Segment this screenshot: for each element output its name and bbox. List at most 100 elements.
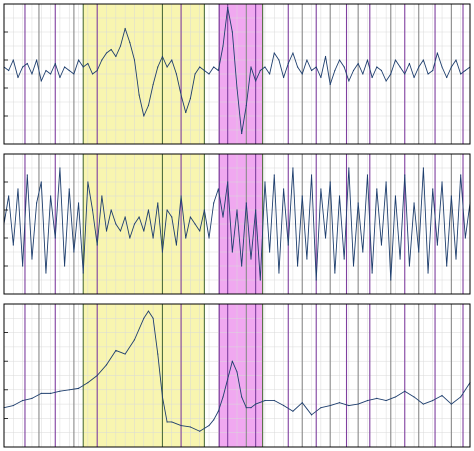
data-point — [236, 209, 238, 211]
data-point — [348, 404, 350, 407]
data-point — [208, 73, 210, 75]
data-point — [306, 59, 308, 61]
data-point — [250, 258, 252, 260]
data-point — [119, 45, 122, 47]
data-point — [287, 62, 289, 65]
data-point — [255, 403, 257, 405]
data-point — [357, 202, 359, 204]
data-point — [404, 73, 406, 75]
data-point — [315, 66, 317, 68]
data-point — [259, 69, 261, 72]
data-point — [12, 59, 14, 61]
data-point — [273, 399, 275, 402]
data-point — [143, 115, 145, 117]
data-point — [362, 251, 364, 253]
data-point — [59, 167, 61, 169]
data-point — [413, 396, 415, 398]
data-point — [152, 237, 154, 239]
data-point — [143, 230, 145, 232]
data-point — [320, 407, 322, 409]
data-point — [310, 174, 313, 176]
data-point — [241, 265, 243, 267]
data-point — [399, 258, 401, 260]
data-point — [357, 62, 359, 65]
data-point — [138, 216, 140, 218]
data-point — [22, 66, 24, 68]
data-point — [171, 421, 173, 423]
data-point — [138, 94, 140, 96]
data-point — [91, 73, 94, 75]
data-point — [404, 390, 406, 392]
data-point — [362, 73, 364, 75]
data-point — [217, 69, 219, 72]
data-point — [40, 392, 42, 394]
data-point — [73, 73, 75, 75]
data-point — [376, 66, 378, 68]
data-point — [171, 59, 173, 61]
data-point — [371, 76, 373, 79]
data-point — [12, 404, 14, 407]
data-point — [96, 244, 98, 246]
data-point — [77, 202, 80, 204]
data-point — [124, 27, 126, 30]
data-point — [185, 111, 187, 114]
data-point — [385, 399, 387, 402]
data-point — [87, 62, 89, 65]
data-point — [50, 73, 52, 75]
data-point — [129, 237, 131, 239]
data-point — [40, 80, 42, 82]
data-point — [418, 66, 420, 68]
data-point — [422, 59, 424, 61]
data-point — [73, 251, 75, 253]
data-point — [96, 69, 98, 72]
data-point — [324, 55, 327, 58]
data-point — [273, 52, 275, 54]
data-point — [338, 402, 341, 404]
data-point — [432, 399, 434, 402]
data-point — [175, 73, 178, 75]
data-point — [91, 209, 94, 211]
data-point — [408, 62, 411, 65]
data-point — [292, 410, 294, 412]
data-point — [59, 390, 61, 392]
data-point — [366, 399, 369, 402]
data-point — [213, 202, 215, 204]
data-point — [241, 396, 243, 398]
data-point — [390, 73, 392, 75]
data-point — [143, 317, 145, 319]
data-point — [301, 195, 303, 197]
data-point — [413, 202, 415, 204]
data-point — [310, 414, 313, 416]
data-point — [77, 387, 80, 389]
data-point — [352, 265, 355, 267]
data-point — [464, 237, 466, 239]
data-point — [157, 66, 159, 68]
data-point — [348, 80, 350, 82]
data-point — [22, 265, 24, 267]
data-point — [250, 66, 252, 68]
data-point — [199, 66, 201, 68]
data-point — [329, 404, 331, 407]
data-point — [269, 73, 271, 75]
data-point — [152, 317, 154, 319]
data-point — [227, 181, 229, 183]
data-point — [241, 132, 243, 135]
data-point — [366, 174, 369, 176]
data-point — [203, 69, 205, 72]
data-point — [105, 230, 108, 232]
data-point — [432, 69, 434, 72]
data-point — [166, 421, 168, 423]
chart-panel-3 — [3, 303, 471, 448]
data-point — [101, 59, 103, 61]
data-point — [455, 258, 457, 260]
data-point — [446, 265, 448, 267]
data-point — [464, 69, 466, 72]
data-point — [152, 83, 154, 86]
data-point — [222, 216, 224, 218]
data-point — [129, 41, 131, 44]
data-point — [63, 265, 66, 267]
data-point — [40, 181, 42, 183]
data-point — [380, 69, 383, 72]
data-point — [283, 188, 285, 190]
data-point — [180, 424, 182, 427]
